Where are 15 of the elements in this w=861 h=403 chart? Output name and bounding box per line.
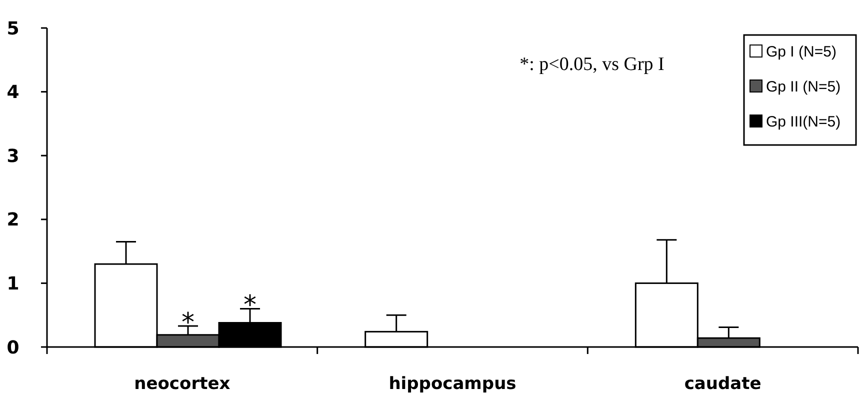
y-tick-label: 1 (6, 274, 20, 294)
annotation: *: p<0.05, vs Grp I (520, 54, 664, 75)
legend-label: Gp II (N=5) (766, 78, 841, 96)
y-tick-label: 4 (6, 82, 20, 104)
y-tick-label: 2 (6, 210, 20, 231)
annotation: * (182, 308, 194, 338)
legend-label: Gp I (N=5) (766, 43, 836, 60)
y-tick-label: 3 (6, 146, 20, 167)
x-tick-label: hippocampus (388, 374, 516, 394)
legend-label: Gp III(N=5) (766, 113, 841, 130)
y-tick-label: 5 (6, 18, 20, 40)
annotation: * (244, 290, 256, 321)
y-tick-label: 0 (6, 337, 20, 358)
x-tick-label: caudate (684, 374, 762, 394)
x-tick-label: neocortex (134, 374, 230, 394)
